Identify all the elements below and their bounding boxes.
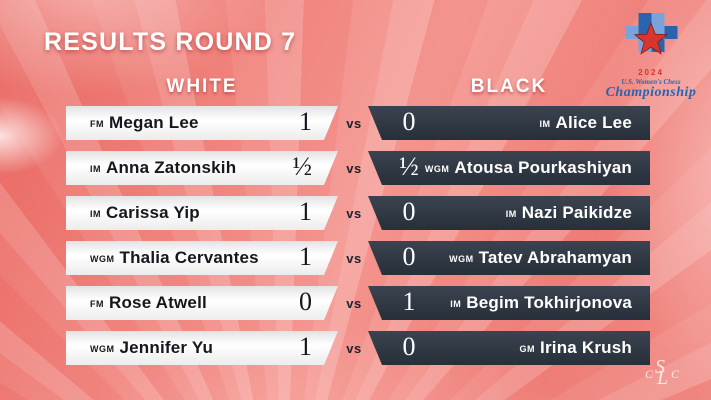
white-player-title: WGM bbox=[90, 254, 115, 264]
vs-label: vs bbox=[346, 161, 362, 176]
page-title: RESULTS ROUND 7 bbox=[44, 28, 297, 56]
championship-logo: 2024 U.S. Women's Chess Championship bbox=[596, 12, 706, 100]
black-player-score: 1 bbox=[402, 286, 416, 316]
black-player-bar: ½ WGM Atousa Pourkashiyan bbox=[368, 151, 650, 185]
black-player-score: ½ bbox=[399, 151, 419, 181]
black-player-name: Alice Lee bbox=[555, 113, 632, 132]
white-player-name: Rose Atwell bbox=[109, 293, 207, 312]
logo-event-line: U.S. Women's Chess bbox=[621, 78, 681, 86]
white-player-name: Megan Lee bbox=[109, 113, 199, 132]
black-player-title: GM bbox=[519, 344, 536, 354]
white-player-title: IM bbox=[90, 164, 101, 174]
result-row: FM Megan Lee 1 vs 0 IM Alice Lee bbox=[0, 106, 711, 151]
result-row: FM Rose Atwell 0 vs 1 IM Begim Tokhirjon… bbox=[0, 286, 711, 331]
white-player-title: FM bbox=[90, 119, 104, 129]
white-player-score: 1 bbox=[299, 241, 312, 271]
black-player-score: 0 bbox=[402, 241, 416, 271]
column-header-black: BLACK bbox=[470, 76, 548, 97]
monogram-letter: C bbox=[670, 367, 679, 381]
white-player-name: Carissa Yip bbox=[106, 203, 200, 222]
black-player-score: 0 bbox=[402, 331, 416, 361]
result-row: IM Carissa Yip 1 vs 0 IM Nazi Paikidze bbox=[0, 196, 711, 241]
white-player-score: 1 bbox=[299, 331, 312, 361]
white-player-bar: WGM Jennifer Yu 1 bbox=[66, 331, 338, 365]
black-player-title: IM bbox=[505, 209, 517, 219]
black-player-name: Tatev Abrahamyan bbox=[478, 248, 632, 267]
white-player-score: 1 bbox=[299, 196, 312, 226]
black-player-name: Begim Tokhirjonova bbox=[466, 293, 632, 312]
black-player-bar: 0 GM Irina Krush bbox=[368, 331, 650, 365]
logo-year: 2024 bbox=[638, 68, 664, 77]
black-player-title: WGM bbox=[424, 164, 450, 174]
white-player-bar: IM Anna Zatonskih ½ bbox=[66, 151, 338, 185]
black-player-bar: 0 IM Nazi Paikidze bbox=[368, 196, 650, 230]
white-player-title: FM bbox=[90, 299, 104, 309]
black-player-title: IM bbox=[539, 119, 551, 129]
white-player-title: WGM bbox=[90, 344, 115, 354]
white-player-score: 1 bbox=[299, 106, 312, 136]
chess-club-monogram-icon: C S L C bbox=[645, 356, 681, 396]
monogram-letter: C bbox=[645, 367, 654, 381]
white-player-title: IM bbox=[90, 209, 101, 219]
black-player-name: Atousa Pourkashiyan bbox=[454, 158, 632, 177]
vs-label: vs bbox=[346, 116, 362, 131]
black-player-bar: 1 IM Begim Tokhirjonova bbox=[368, 286, 650, 320]
white-player-bar: FM Megan Lee 1 bbox=[66, 106, 338, 140]
white-player-bar: FM Rose Atwell 0 bbox=[66, 286, 338, 320]
column-header-white: WHITE bbox=[166, 76, 238, 97]
results-table: FM Megan Lee 1 vs 0 IM Alice Lee IM Anna… bbox=[0, 106, 711, 376]
white-player-name: Anna Zatonskih bbox=[106, 158, 237, 177]
vs-label: vs bbox=[346, 206, 362, 221]
result-row: IM Anna Zatonskih ½ vs ½ WGM Atousa Pour… bbox=[0, 151, 711, 196]
monogram-letter: L bbox=[657, 367, 669, 389]
vs-label: vs bbox=[346, 341, 362, 356]
vs-label: vs bbox=[346, 251, 362, 266]
black-player-score: 0 bbox=[402, 106, 416, 136]
result-row: WGM Thalia Cervantes 1 vs 0 WGM Tatev Ab… bbox=[0, 241, 711, 286]
result-row: WGM Jennifer Yu 1 vs 0 GM Irina Krush bbox=[0, 331, 711, 376]
logo-championship-line: Championship bbox=[605, 85, 697, 100]
white-player-score: 0 bbox=[299, 286, 312, 316]
rook-star-icon bbox=[625, 13, 678, 55]
black-player-bar: 0 IM Alice Lee bbox=[368, 106, 650, 140]
black-player-title: WGM bbox=[449, 254, 474, 264]
white-player-name: Thalia Cervantes bbox=[119, 248, 259, 267]
black-player-score: 0 bbox=[402, 196, 416, 226]
white-player-bar: IM Carissa Yip 1 bbox=[66, 196, 338, 230]
black-player-bar: 0 WGM Tatev Abrahamyan bbox=[368, 241, 650, 275]
white-player-score: ½ bbox=[292, 151, 312, 181]
monogram-letter: S bbox=[655, 356, 665, 378]
black-player-name: Irina Krush bbox=[540, 338, 632, 357]
black-player-title: IM bbox=[450, 299, 462, 309]
white-player-bar: WGM Thalia Cervantes 1 bbox=[66, 241, 338, 275]
black-player-name: Nazi Paikidze bbox=[521, 203, 632, 222]
white-player-name: Jennifer Yu bbox=[119, 338, 214, 357]
vs-label: vs bbox=[346, 296, 362, 311]
